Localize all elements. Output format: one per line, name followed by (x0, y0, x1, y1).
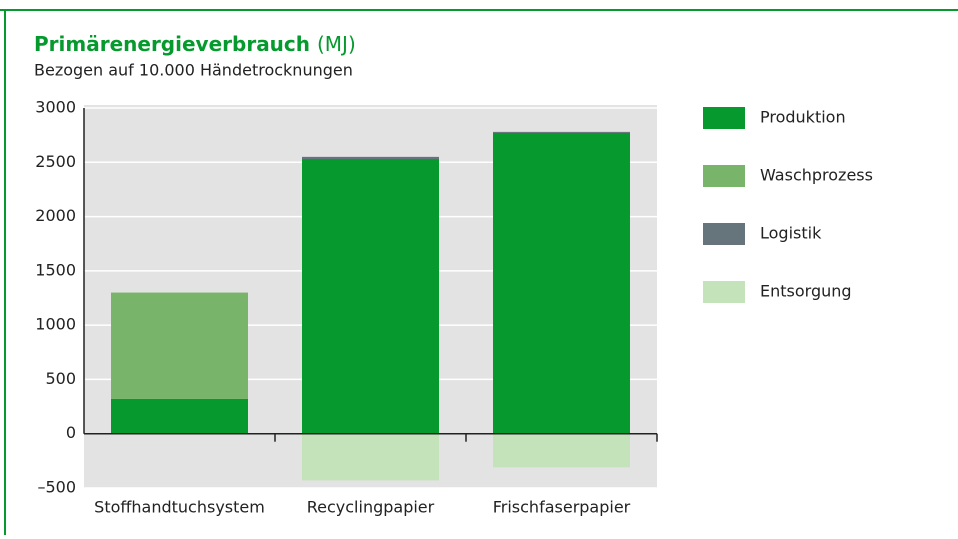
chart-title: Primärenergieverbrauch (MJ) (34, 32, 356, 56)
x-tick-label: Frischfaserpapier (493, 498, 631, 517)
bar-segment (493, 132, 630, 434)
y-tick-label: –500 (37, 478, 76, 497)
x-tick-label: Recyclingpapier (307, 498, 435, 517)
y-tick-label: 1500 (35, 260, 76, 279)
bar-segment (493, 131, 630, 133)
legend-label: Waschprozess (760, 166, 873, 185)
legend-swatch (703, 223, 745, 245)
bar-segment (302, 159, 439, 434)
legend-label: Produktion (760, 108, 846, 127)
y-tick-label: 500 (45, 369, 76, 388)
bar-segment (302, 433, 439, 481)
legend-swatch (703, 107, 745, 129)
y-tick-label: 3000 (35, 98, 76, 117)
legend-swatch (703, 281, 745, 303)
bar-segment (493, 433, 630, 468)
y-tick-label: 0 (66, 423, 76, 442)
y-tick-label: 1000 (35, 315, 76, 334)
bar-segment (111, 398, 248, 434)
bar-segment (302, 156, 439, 160)
legend-swatch (703, 165, 745, 187)
title-unit: (MJ) (317, 32, 356, 56)
x-tick-label: Stoffhandtuchsystem (94, 498, 265, 517)
bar-segment (111, 292, 248, 399)
title-main: Primärenergieverbrauch (34, 32, 310, 56)
y-tick-label: 2000 (35, 206, 76, 225)
legend-label: Logistik (760, 224, 822, 243)
chart-subtitle: Bezogen auf 10.000 Händetrocknungen (34, 61, 353, 80)
legend-label: Entsorgung (760, 282, 852, 301)
y-tick-label: 2500 (35, 152, 76, 171)
